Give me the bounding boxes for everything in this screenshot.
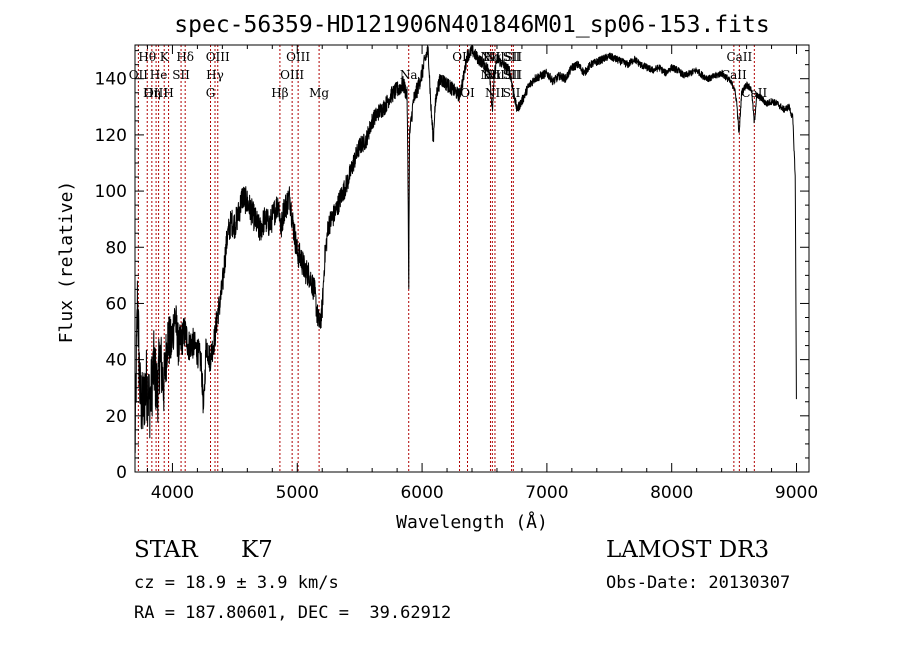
line-marker-label: Hη	[143, 86, 161, 100]
line-marker-label: G	[206, 86, 216, 100]
line-marker-label: He	[150, 68, 168, 82]
line-marker-label: OIII	[280, 68, 304, 82]
line-marker-label: Hβ	[271, 86, 288, 100]
y-tick-label: 120	[95, 126, 127, 146]
line-marker-label: OIII	[286, 50, 310, 64]
survey-name: LAMOST DR3	[606, 537, 770, 563]
y-tick-label: 100	[95, 182, 127, 202]
observation-date: Obs-Date: 20130307	[606, 573, 791, 593]
y-axis-label: Flux (relative)	[56, 181, 77, 344]
x-tick-label: 7000	[525, 483, 568, 503]
line-marker-label: Hγ	[206, 68, 224, 82]
line-marker-label: OI	[460, 86, 475, 100]
line-marker-label: Hα	[483, 68, 502, 82]
y-tick-label: 60	[105, 294, 127, 314]
line-marker-label: Hδ	[176, 50, 194, 64]
line-marker-label: OI	[452, 50, 467, 64]
object-class: STAR	[134, 537, 198, 563]
line-marker-label: OII	[129, 68, 149, 82]
x-tick-label: 5000	[276, 483, 319, 503]
y-tick-label: 80	[105, 238, 127, 258]
redshift-readout: cz = 18.9 ± 3.9 km/s	[134, 573, 339, 593]
line-marker-label: OIII	[206, 50, 230, 64]
plot-frame	[134, 44, 810, 473]
x-tick-label: 8000	[650, 483, 693, 503]
x-axis-label: Wavelength (Å)	[396, 511, 548, 533]
line-marker-label: SII	[503, 50, 521, 64]
line-marker-label: Hθ	[138, 50, 156, 64]
chart-title: spec-56359-HD121906N401846M01_sp06-153.f…	[174, 12, 769, 38]
object-subclass: K7	[241, 537, 273, 563]
line-marker-label: Na	[400, 68, 418, 82]
line-marker-label: CaII	[726, 50, 752, 64]
line-marker-label: H	[163, 86, 173, 100]
line-marker-label: NII	[485, 86, 505, 100]
x-tick-label: 4000	[151, 483, 194, 503]
x-tick-label: 6000	[400, 483, 443, 503]
line-marker-label: SII	[172, 68, 190, 82]
coordinates-readout: RA = 187.80601, DEC = 39.62912	[134, 603, 452, 623]
y-tick-label: 0	[116, 463, 127, 483]
line-marker-label: K	[160, 50, 170, 64]
x-tick-label: 9000	[775, 483, 818, 503]
line-marker-label: NII	[480, 50, 500, 64]
line-marker-label: SII	[504, 50, 522, 64]
spectrum-line	[134, 44, 797, 454]
y-tick-label: 140	[95, 70, 127, 90]
line-marker-label: SII	[503, 86, 521, 100]
y-tick-label: 40	[105, 351, 127, 371]
y-tick-label: 20	[105, 407, 127, 427]
line-marker-label: OIII	[144, 86, 168, 100]
line-marker-label: Mg	[309, 86, 329, 100]
